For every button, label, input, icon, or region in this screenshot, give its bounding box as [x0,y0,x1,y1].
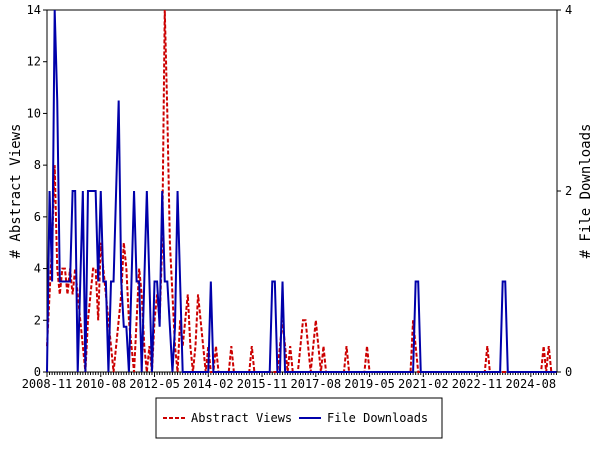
y-tick-label: 6 [34,210,41,224]
y-tick-label: 2 [34,313,41,327]
y2-tick-label: 2 [565,184,572,198]
y-tick-label: 4 [34,262,41,276]
x-tick-label: 2008-11 [22,377,73,391]
series-line [46,9,557,373]
x-tick-label: 2012-05 [129,377,180,391]
legend [155,397,443,439]
x-tick-label: 2014-02 [183,377,234,391]
x-tick-label: 2010-08 [75,377,126,391]
y2-tick-label: 0 [565,365,572,379]
x-tick-label: 2022-11 [452,377,503,391]
x-tick-label: 2017-08 [291,377,342,391]
y2-tick-label: 4 [565,3,572,17]
y-tick-label: 8 [34,158,41,172]
y-tick-label: 0 [34,365,41,379]
y-tick-label: 12 [27,55,41,69]
y-tick-label: 14 [27,3,41,17]
legend-label: Abstract Views [191,411,292,425]
y-axis-label: # Abstract Views [8,124,24,259]
y2-axis-label: # File Downloads [578,124,594,259]
x-tick-label: 2015-11 [237,377,288,391]
x-tick-label: 2024-08 [506,377,557,391]
legend-label: File Downloads [327,411,428,425]
x-tick-label: 2021-02 [398,377,449,391]
y-tick-label: 10 [27,106,41,120]
x-tick-label: 2019-05 [344,377,395,391]
